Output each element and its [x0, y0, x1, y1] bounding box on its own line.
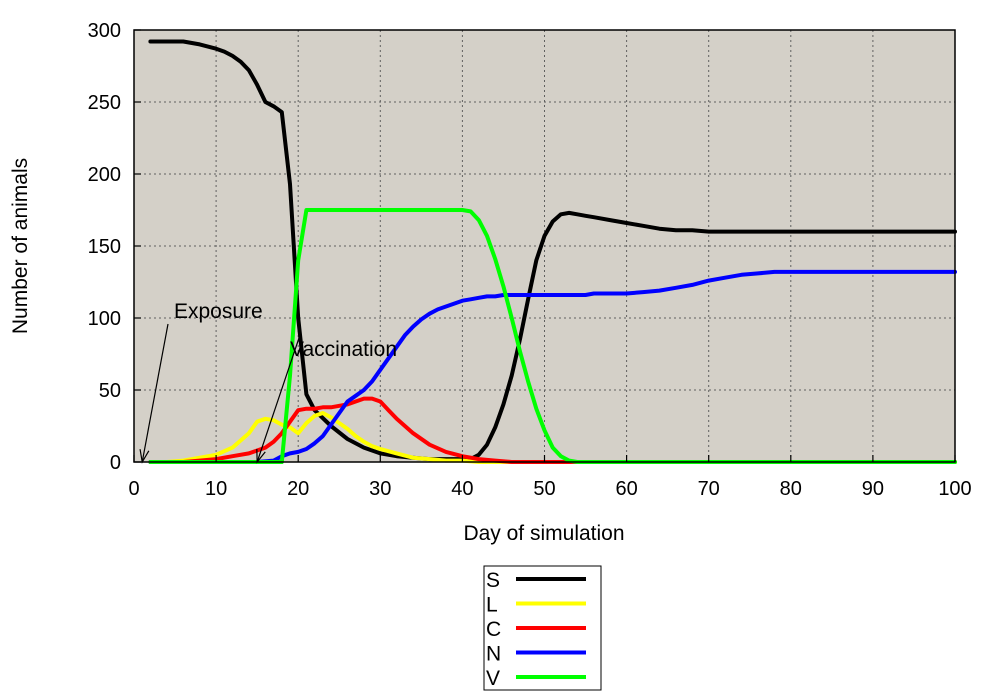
x-tick-label: 20: [287, 478, 309, 500]
x-tick-label: 50: [533, 478, 555, 500]
legend-label-V: V: [486, 667, 500, 690]
legend-label-N: N: [486, 643, 501, 666]
y-axis-title: Number of animals: [9, 158, 32, 334]
x-tick-label: 60: [615, 478, 637, 500]
x-tick-label: 80: [780, 478, 802, 500]
y-tick-label: 250: [88, 92, 121, 114]
annotation-arrowhead: [139, 449, 150, 464]
y-tick-label: 200: [88, 164, 121, 186]
x-tick-label: 40: [451, 478, 473, 500]
legend-label-C: C: [486, 618, 501, 641]
annotation-arrow: [141, 323, 169, 463]
y-tick-label: 0: [110, 452, 121, 474]
y-tick-label: 50: [99, 380, 121, 402]
x-tick-label: 30: [369, 478, 391, 500]
y-tick-label: 300: [88, 20, 121, 42]
series-line-N: [148, 269, 957, 464]
annotation-arrow: [256, 337, 300, 463]
legend-label-S: S: [486, 569, 500, 592]
x-axis-title: Day of simulation: [463, 522, 624, 545]
grid-lines: [134, 30, 955, 462]
annotation-arrowhead: [256, 448, 266, 464]
y-tick-label: 150: [88, 236, 121, 258]
x-tick-label: 100: [938, 478, 971, 500]
y-tick-label: 100: [88, 308, 121, 330]
x-tick-label: 10: [205, 478, 227, 500]
annotations: Exposure Vaccination: [139, 300, 397, 464]
x-tick-label: 70: [698, 478, 720, 500]
x-tick-label: 0: [128, 478, 139, 500]
axis-ticks: 0 10 20 30 40 50 60 70 80 90 100 0 50 100 150 200 250 300: [88, 20, 972, 500]
x-tick-label: 90: [862, 478, 884, 500]
annotation-label: Vaccination: [290, 338, 397, 361]
annotation-label: Exposure: [174, 300, 263, 323]
legend-label-L: L: [486, 594, 498, 617]
